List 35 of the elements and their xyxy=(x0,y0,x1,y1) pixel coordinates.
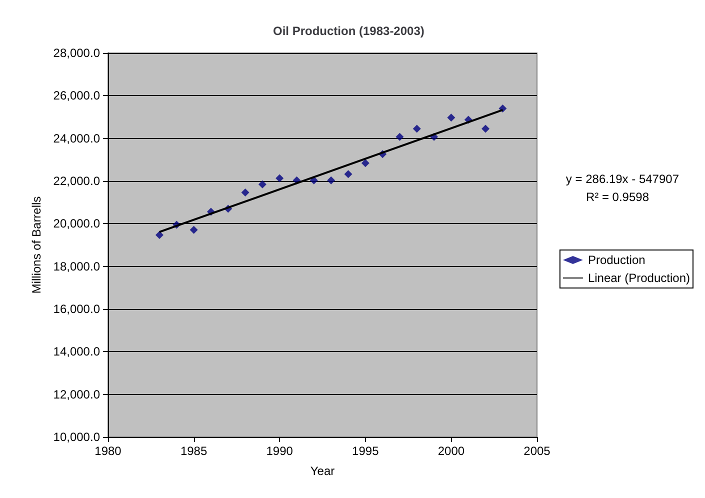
y-tick-label: 26,000.0 xyxy=(53,88,100,103)
x-tick-label: 2000 xyxy=(438,444,465,458)
point xyxy=(396,132,404,141)
x-tick-label: 2005 xyxy=(524,444,551,458)
y-tick-label: 12,000.0 xyxy=(53,387,100,402)
point xyxy=(190,226,198,234)
text: y = 286.19x - 547907 xyxy=(566,172,680,186)
point xyxy=(241,188,250,197)
y-tick-label: 24,000.0 xyxy=(53,131,100,146)
y-tick-label: 16,000.0 xyxy=(53,302,100,316)
y-tick-label: 20,000.0 xyxy=(53,216,100,231)
point xyxy=(361,159,370,168)
y-tick-label: 14,000.0 xyxy=(53,344,100,359)
x-tick-label: 1995 xyxy=(352,444,380,458)
y-tick-label: 18,000.0 xyxy=(53,259,100,274)
y-tick-label: 22,000.0 xyxy=(53,174,100,188)
x-tick-label: 1980 xyxy=(94,444,122,458)
text: R² = 0.9598 xyxy=(586,190,650,204)
point xyxy=(276,174,284,182)
point xyxy=(482,124,490,133)
legend-label: Linear (Production) xyxy=(588,271,690,285)
x-tick-label: 1990 xyxy=(266,444,294,458)
point xyxy=(344,170,352,178)
y-axis-title: Millions of Barrells xyxy=(29,196,44,294)
point xyxy=(412,124,421,133)
x-axis-title: Year xyxy=(310,464,335,478)
point xyxy=(155,230,164,239)
point xyxy=(447,114,456,122)
y-tick-label: 10,000.0 xyxy=(53,430,100,444)
chart-title: Oil Production (1983-2003) xyxy=(273,24,424,38)
legend-label: Production xyxy=(588,253,646,267)
y-tick-label: 28,000.0 xyxy=(53,46,100,60)
point xyxy=(327,176,336,184)
point xyxy=(258,180,266,188)
x-tick-label: 1985 xyxy=(180,444,208,458)
